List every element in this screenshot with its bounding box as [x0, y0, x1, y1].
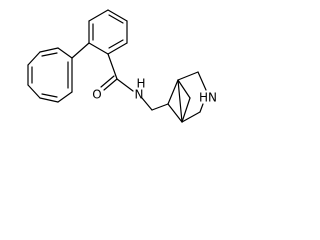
amide-bonds [100, 53, 153, 111]
atom-label: N [135, 88, 144, 102]
atom-label: HN [199, 91, 217, 105]
cyclooctatetraene-ring [27, 42, 90, 103]
molecule: O N H HN [27, 9, 217, 123]
page: {"atoms": {"oxygen": "O", "amide_nitroge… [27, 9, 217, 123]
atom-label: H [136, 77, 145, 91]
azabicycle [151, 71, 207, 123]
atom-label: O [92, 88, 101, 102]
benzene-ring [88, 9, 128, 55]
